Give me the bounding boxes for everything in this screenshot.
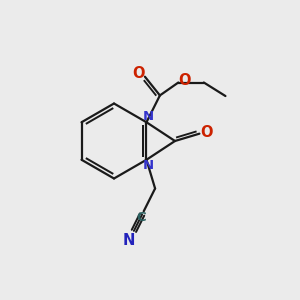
Text: O: O [200, 125, 212, 140]
Text: O: O [133, 66, 145, 81]
Text: N: N [123, 233, 136, 248]
Text: C: C [136, 211, 146, 224]
Text: N: N [142, 110, 154, 123]
Text: O: O [178, 73, 190, 88]
Text: N: N [142, 159, 154, 172]
